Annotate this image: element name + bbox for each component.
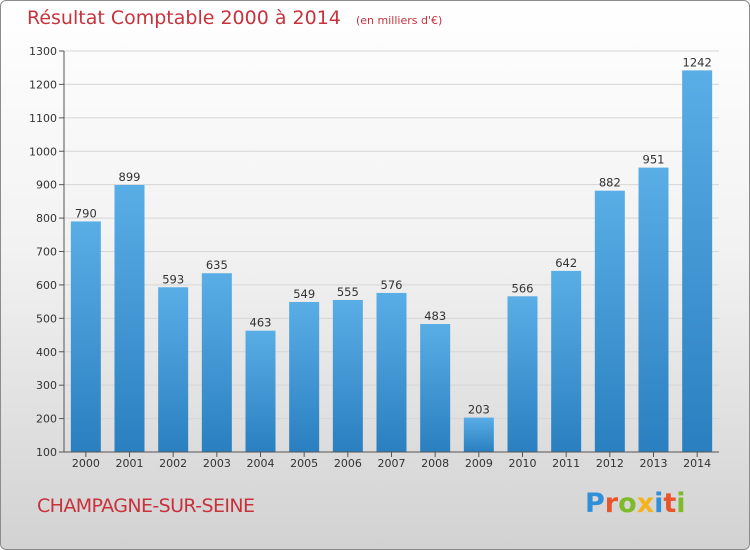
y-tick-label: 400	[36, 346, 57, 359]
data-label: 566	[512, 281, 534, 295]
brand-letter: r	[604, 488, 619, 519]
x-tick-label: 2001	[116, 457, 144, 470]
x-tick-label: 2004	[247, 457, 275, 470]
city-name: CHAMPAGNE-SUR-SEINE	[37, 495, 255, 517]
axes	[59, 50, 719, 457]
bar	[420, 324, 451, 452]
y-tick-label: 800	[36, 212, 57, 225]
x-tick-label: 2009	[465, 457, 493, 470]
data-label: 899	[119, 170, 141, 184]
chart-title: Résultat Comptable 2000 à 2014	[27, 7, 341, 29]
brand-letter: x	[636, 488, 655, 519]
bar	[638, 167, 669, 453]
bar	[332, 299, 363, 452]
brand-letter: P	[585, 488, 605, 519]
bar	[245, 330, 276, 452]
y-tick-label: 100	[36, 446, 57, 459]
x-tick-label: 2012	[596, 457, 624, 470]
bar	[682, 70, 713, 453]
y-tick-label: 1300	[29, 45, 57, 58]
data-label: 951	[643, 153, 665, 167]
data-label: 463	[250, 316, 272, 330]
bar	[70, 221, 101, 452]
data-label: 635	[206, 258, 228, 272]
brand-logo: Proxiti	[585, 488, 686, 519]
bar	[463, 417, 494, 452]
y-tick-label: 1100	[29, 112, 57, 125]
bar	[289, 301, 320, 452]
y-tick-label: 900	[36, 179, 57, 192]
x-tick-label: 2006	[334, 457, 362, 470]
y-tick-label: 700	[36, 246, 57, 259]
y-tick-label: 1000	[29, 145, 57, 158]
y-tick-label: 200	[36, 413, 57, 426]
chart-subtitle: (en milliers d'€)	[355, 14, 443, 27]
x-tick-label: 2003	[203, 457, 231, 470]
x-tick-label: 2000	[72, 457, 100, 470]
x-tick-label: 2005	[290, 457, 318, 470]
bar	[376, 292, 407, 452]
x-tick-label: 2011	[552, 457, 580, 470]
data-label: 483	[424, 309, 446, 323]
y-tick-label: 500	[36, 312, 57, 325]
bar	[158, 287, 189, 452]
bar	[114, 185, 145, 452]
x-tick-label: 2008	[421, 457, 449, 470]
data-label: 790	[75, 206, 97, 220]
brand-letter: i	[676, 488, 686, 519]
y-tick-label: 600	[36, 279, 57, 292]
brand-letter: t	[663, 488, 677, 519]
x-tick-label: 2007	[378, 457, 406, 470]
bar	[507, 296, 538, 452]
x-tick-label: 2013	[640, 457, 668, 470]
data-label: 576	[381, 278, 403, 292]
y-tick-label: 1200	[29, 78, 57, 91]
title-row: Résultat Comptable 2000 à 2014 (en milli…	[27, 7, 442, 29]
labels: 100 200 300 400 500 600 700 800 900 1000 1100 1200 1…	[29, 45, 712, 470]
bar	[551, 270, 582, 452]
data-label: 882	[599, 176, 621, 190]
data-label: 555	[337, 285, 359, 299]
bar	[594, 190, 625, 452]
data-label: 593	[162, 272, 184, 286]
data-label: 642	[555, 256, 577, 270]
bar	[201, 273, 232, 452]
data-label: 549	[293, 287, 315, 301]
x-tick-label: 2002	[159, 457, 187, 470]
brand-letter: o	[618, 488, 637, 519]
x-tick-label: 2014	[683, 457, 711, 470]
brand-letter: i	[654, 488, 664, 519]
data-label: 203	[468, 403, 490, 417]
bars	[70, 70, 713, 453]
x-tick-label: 2010	[509, 457, 537, 470]
data-label: 1242	[683, 55, 712, 69]
y-tick-label: 300	[36, 379, 57, 392]
